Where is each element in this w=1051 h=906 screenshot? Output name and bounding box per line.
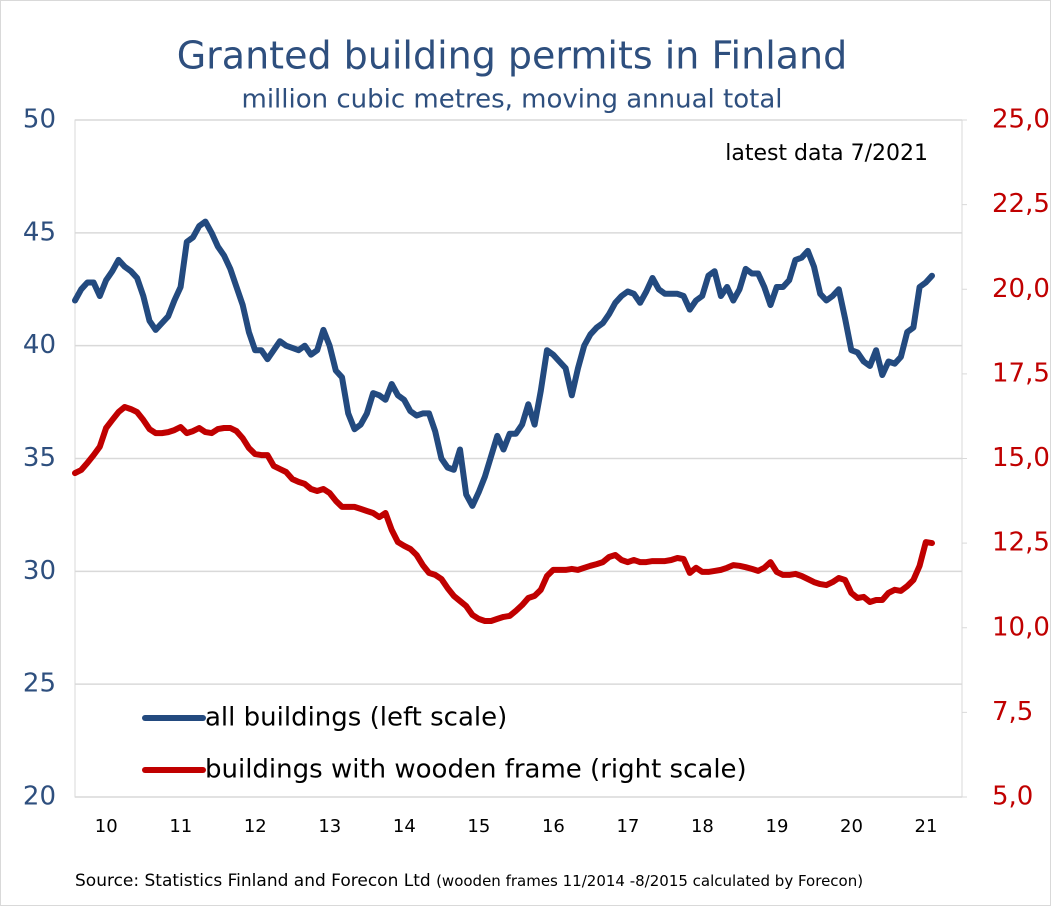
- source-note: (wooden frames 11/2014 -8/2015 calculate…: [436, 872, 863, 890]
- series-line: [72, 218, 935, 509]
- y2-tick-label: 20,0: [992, 274, 1050, 304]
- legend-label: buildings with wooden frame (right scale…: [205, 755, 747, 785]
- y2-tick-label: 5,0: [992, 782, 1033, 812]
- annotation: latest data 7/2021: [725, 141, 928, 166]
- x-tick-label: 11: [169, 816, 192, 837]
- series-line: [72, 404, 935, 624]
- y2-tick-label: 12,5: [992, 528, 1050, 558]
- x-tick-label: 12: [244, 816, 267, 837]
- x-tick-label: 21: [915, 816, 938, 837]
- y-tick-label: 20: [23, 782, 56, 812]
- legend-label: all buildings (left scale): [205, 703, 507, 733]
- x-tick-label: 20: [840, 816, 863, 837]
- y2-tick-label: 15,0: [992, 443, 1050, 473]
- y-tick-label: 40: [23, 330, 56, 360]
- y-tick-label: 50: [23, 105, 56, 135]
- y-tick-label: 30: [23, 556, 56, 586]
- y2-tick-label: 22,5: [992, 189, 1050, 219]
- y-tick-label: 25: [23, 669, 56, 699]
- x-tick-label: 19: [766, 816, 789, 837]
- y2-tick-label: 10,0: [992, 612, 1050, 642]
- x-tick-label: 16: [542, 816, 565, 837]
- x-tick-label: 18: [691, 816, 714, 837]
- y2-tick-label: 17,5: [992, 358, 1050, 388]
- y2-tick-label: 7,5: [992, 697, 1033, 727]
- x-tick-label: 10: [95, 816, 118, 837]
- y-tick-label: 45: [23, 217, 56, 247]
- y2-tick-label: 25,0: [992, 105, 1050, 135]
- chart-title: Granted building permits in Finland: [177, 34, 848, 78]
- chart-subtitle: million cubic metres, moving annual tota…: [242, 85, 783, 115]
- x-tick-label: 17: [616, 816, 639, 837]
- x-tick-label: 15: [467, 816, 490, 837]
- y-tick-label: 35: [23, 443, 56, 473]
- x-tick-label: 14: [393, 816, 416, 837]
- source: Source: Statistics Finland and Forecon L…: [75, 871, 863, 891]
- source-text: Source: Statistics Finland and Forecon L…: [75, 871, 431, 891]
- x-tick-label: 13: [318, 816, 341, 837]
